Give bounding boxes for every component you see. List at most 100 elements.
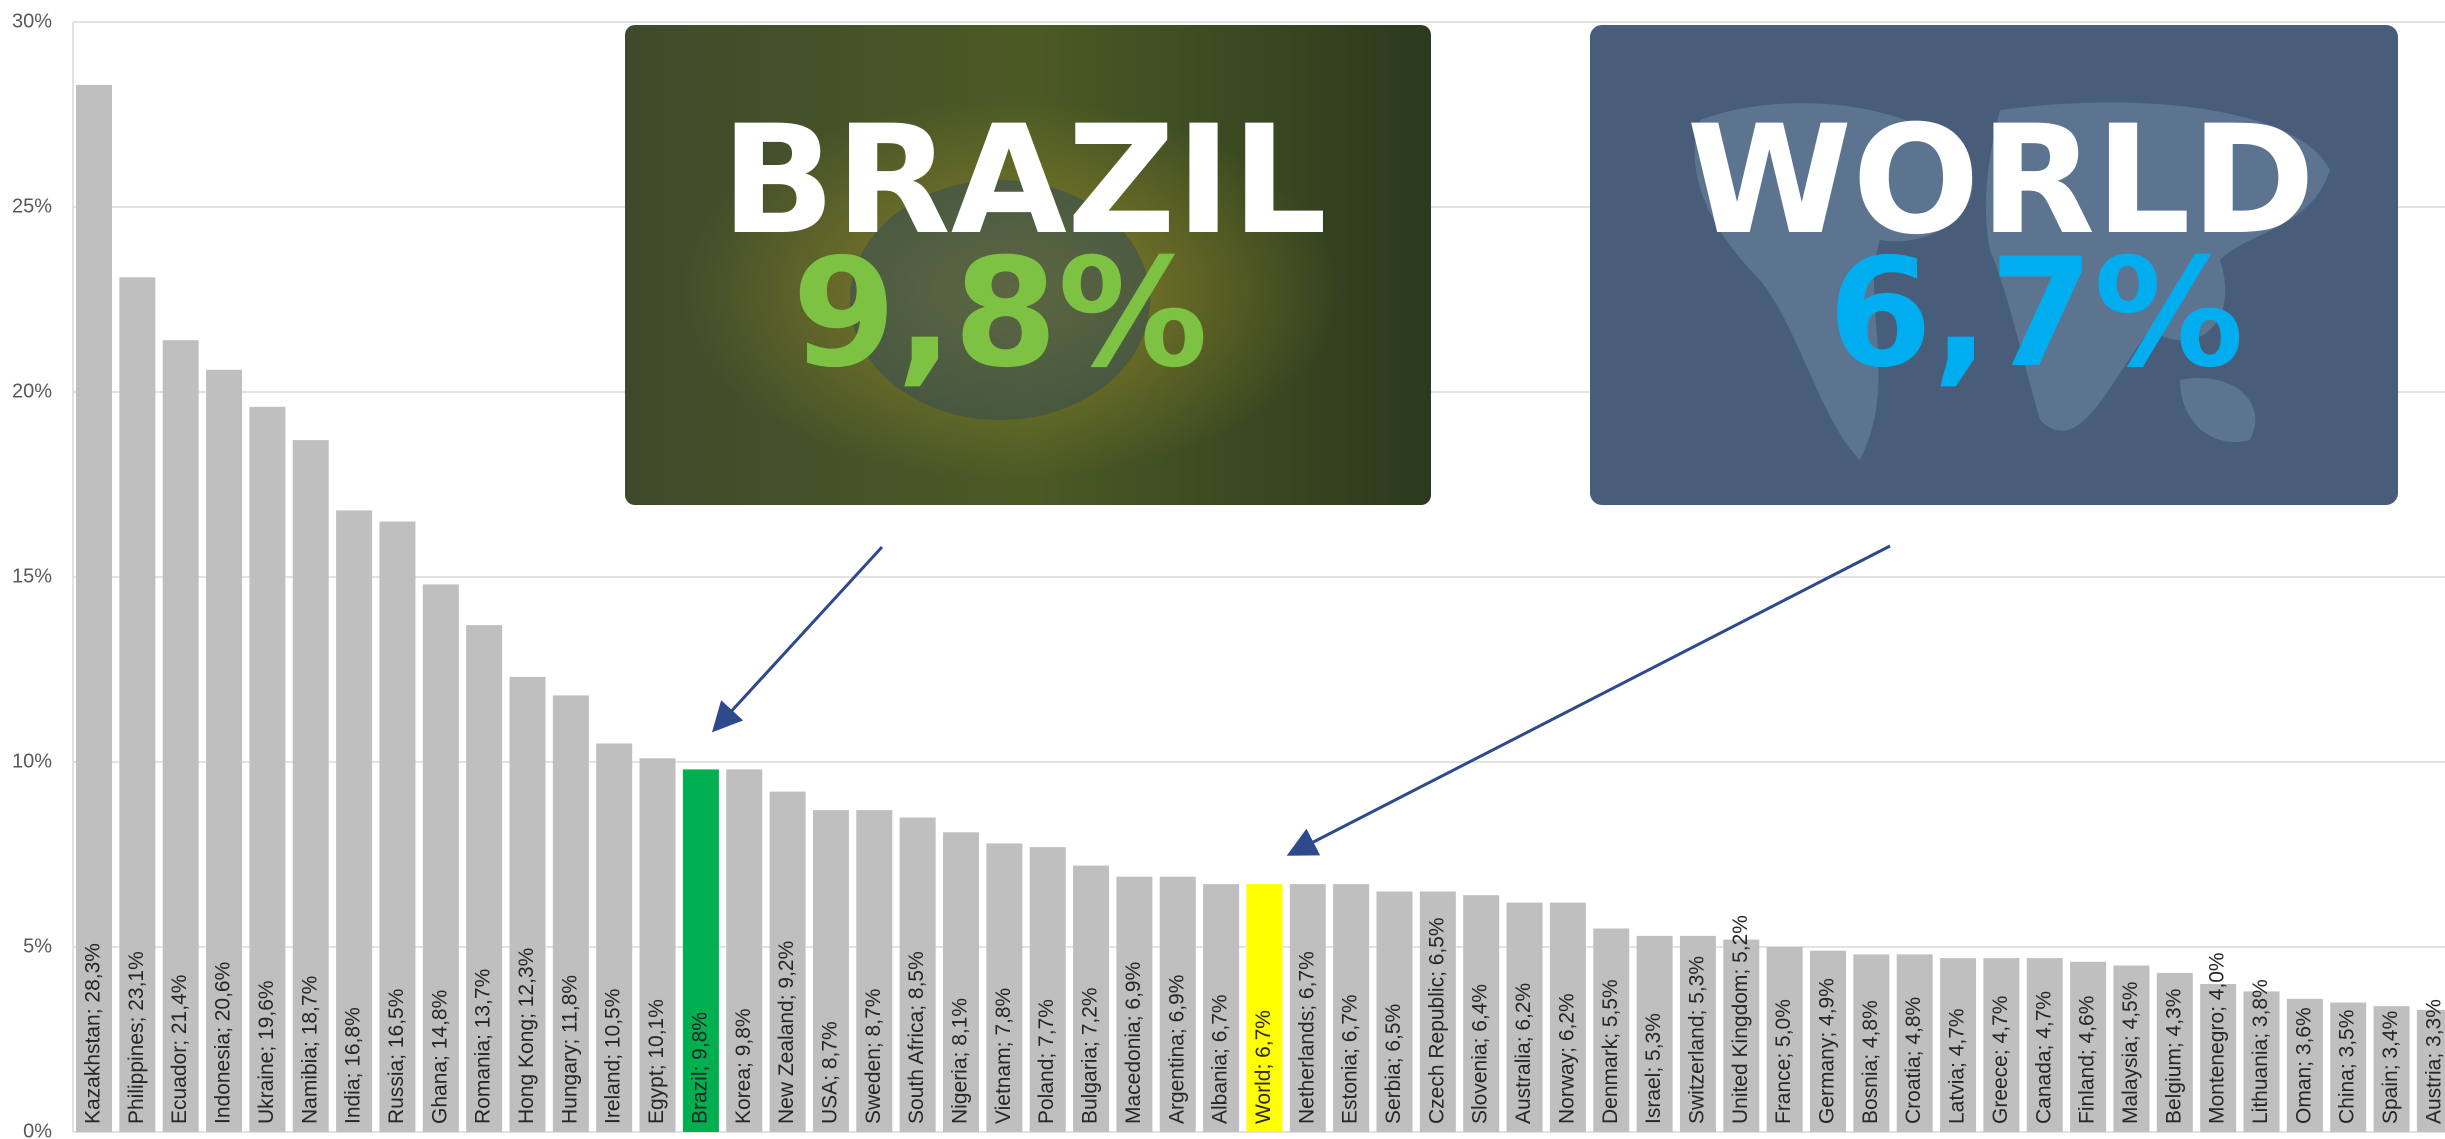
data-label: Norway; 6,2% [1555,993,1578,1124]
world-map [1694,102,2330,460]
bar [466,625,503,1132]
data-label: Slovenia; 6,4% [1469,984,1492,1124]
bar [1723,939,1760,1132]
brazil-callout: BRAZIL 9,8% [625,25,1431,505]
bar [119,277,156,1132]
data-label: Brazil; 9,8% [688,1012,711,1124]
bar [292,440,329,1133]
bar [943,832,979,1132]
data-label: USA; 8,7% [818,1021,841,1124]
flag-decoration [850,180,1150,420]
world-callout: WORLD 6,7% [1590,25,2398,505]
bars: Kazakhstan; 28,3% Philippines; 23,1% Ecuad… [76,84,2445,1133]
callout-title: WORLD [1687,94,2316,268]
bar [2200,984,2237,1132]
bar [1853,954,1890,1132]
bar [812,810,849,1132]
data-label: Albania; 6,7% [1209,994,1232,1124]
bar [1679,935,1716,1132]
bar [2070,961,2107,1132]
bar [1203,884,1240,1132]
bar [76,84,112,1132]
bar [2113,965,2150,1132]
bar [1116,876,1153,1132]
data-label: India; 16,8% [342,1007,365,1124]
data-label: Poland; 7,7% [1035,999,1058,1124]
bar [682,769,719,1132]
data-label: New Zealand; 9,2% [775,941,798,1124]
data-label: Bulgaria; 7,2% [1079,987,1102,1124]
data-label: Indonesia; 20,6% [212,962,235,1124]
bar [206,369,243,1132]
y-tick-label: 25% [12,195,52,217]
data-label: Australia; 6,2% [1512,983,1535,1124]
y-tick-label: 5% [23,935,52,957]
bar [1246,884,1283,1132]
bar [1073,865,1110,1132]
bar [1549,902,1586,1132]
data-label: Spain; 3,4% [2379,1011,2402,1124]
bar [1636,935,1673,1132]
y-tick-label: 30% [12,10,52,32]
bar [249,406,286,1132]
data-label: China; 3,5% [2336,1010,2359,1124]
bar [509,676,546,1132]
arrow [1286,544,1891,856]
data-label: France; 5,0% [1772,999,1795,1124]
data-label: Korea; 9,8% [732,1008,755,1124]
bar [1376,891,1413,1132]
data-label: Austria; 3,3% [2422,999,2445,1124]
data-label: Ecuador; 21,4% [168,975,191,1124]
data-label: Argentina; 6,9% [1165,975,1188,1124]
bar [1940,958,1977,1132]
bar [2026,958,2063,1132]
data-label: Greece; 4,7% [1989,996,2012,1124]
data-label: Canada; 4,7% [2032,991,2055,1124]
data-label: United Kingdom; 5,2% [1729,915,1752,1124]
bar [1983,958,2020,1132]
bar [1463,895,1500,1132]
data-label: Nigeria; 8,1% [949,998,972,1124]
bar [2243,991,2280,1132]
y-tick-label: 15% [12,565,52,587]
data-label: Croatia; 4,8% [1902,997,1925,1124]
data-label: Lithuania; 3,8% [2249,979,2272,1124]
data-label: Latvia; 4,7% [1946,1008,1969,1124]
bar [552,695,589,1132]
data-label: Switzerland; 5,3% [1685,956,1708,1124]
bar [726,769,763,1132]
bar [2330,1002,2367,1132]
data-label: Montenegro; 4,0% [2206,952,2229,1124]
bar [2373,1006,2410,1132]
data-label: Hungary; 11,8% [558,975,581,1124]
callout-value: 9,8% [792,227,1208,401]
data-label: South Africa; 8,5% [905,951,928,1124]
data-label: Czech Republic; 6,5% [1425,917,1448,1124]
bar [856,810,893,1132]
bar [596,743,633,1132]
bar [2156,972,2193,1132]
data-label: Belgium; 4,3% [2162,989,2185,1124]
data-label: Israel; 5,3% [1642,1013,1665,1124]
bar [1896,954,1933,1132]
data-label: Sweden; 8,7% [862,989,885,1124]
data-label: Ireland; 10,5% [602,989,625,1124]
data-label: Germany; 4,9% [1816,978,1839,1124]
arrow [711,545,884,733]
data-label: Ukraine; 19,6% [255,980,278,1124]
data-label: Malaysia; 4,5% [2119,982,2142,1124]
data-label: Serbia; 6,5% [1382,1004,1405,1124]
data-label: Vietnam; 7,8% [992,988,1015,1124]
bar [1810,950,1846,1132]
bar [379,521,416,1132]
data-label: Finland; 4,6% [2076,996,2099,1124]
bar [1593,928,1630,1132]
data-label: Philippines; 23,1% [125,951,148,1124]
data-label: Bosnia; 4,8% [1859,1000,1882,1124]
bar [1289,884,1326,1132]
bar [2416,1009,2445,1132]
callout-value: 6,7% [1828,227,2244,401]
callout-title: BRAZIL [721,94,1327,268]
bar [769,791,806,1132]
